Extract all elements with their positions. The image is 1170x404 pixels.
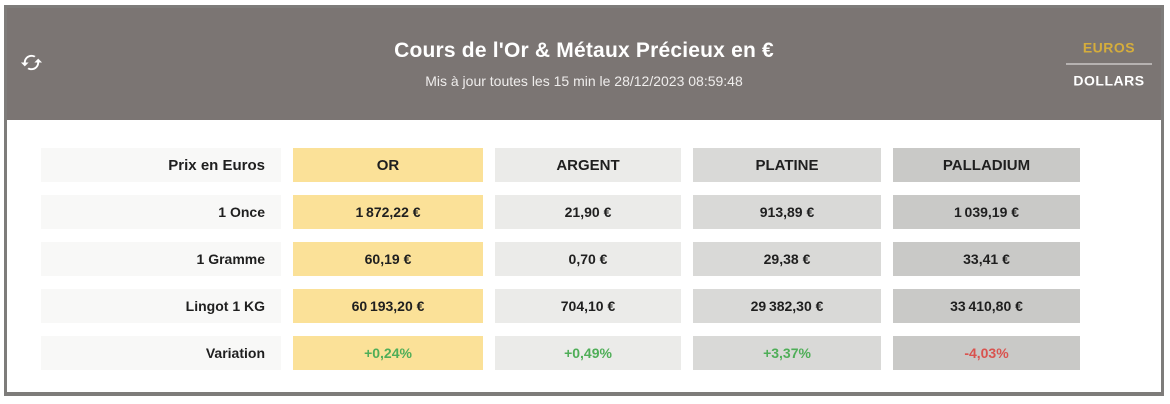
price-cell-argent-once: 21,90 € — [495, 195, 681, 229]
prices-table: Prix en Euros OR ARGENT PLATINE PALLADIU… — [41, 148, 1161, 370]
price-cell-platine-once: 913,89 € — [693, 195, 881, 229]
price-cell-palladium-lingot: 33 410,80 € — [893, 289, 1080, 323]
price-cell-or-lingot: 60 193,20 € — [293, 289, 483, 323]
row-label-gramme: 1 Gramme — [41, 242, 281, 276]
column-header-platine: PLATINE — [693, 148, 881, 182]
column-header-argent: ARGENT — [495, 148, 681, 182]
update-status-text: Mis à jour toutes les 15 min le 28/12/20… — [425, 73, 743, 89]
refresh-icon — [20, 51, 43, 77]
currency-toggle: EUROS DOLLARS — [1066, 40, 1152, 89]
refresh-button[interactable] — [18, 51, 44, 77]
currency-option-euros[interactable]: EUROS — [1066, 40, 1152, 65]
variation-cell-platine: +3,37% — [693, 336, 881, 370]
precious-metals-widget: Cours de l'Or & Métaux Précieux en € Mis… — [4, 5, 1164, 396]
variation-cell-palladium: -4,03% — [893, 336, 1080, 370]
page-title: Cours de l'Or & Métaux Précieux en € — [394, 39, 774, 62]
column-header-palladium: PALLADIUM — [893, 148, 1080, 182]
price-cell-or-gramme: 60,19 € — [293, 242, 483, 276]
variation-cell-or: +0,24% — [293, 336, 483, 370]
row-label-variation: Variation — [41, 336, 281, 370]
table-area: Prix en Euros OR ARGENT PLATINE PALLADIU… — [7, 120, 1161, 370]
price-cell-platine-gramme: 29,38 € — [693, 242, 881, 276]
table-corner-label: Prix en Euros — [41, 148, 281, 182]
row-label-lingot: Lingot 1 KG — [41, 289, 281, 323]
price-cell-or-once: 1 872,22 € — [293, 195, 483, 229]
price-cell-platine-lingot: 29 382,30 € — [693, 289, 881, 323]
price-cell-palladium-gramme: 33,41 € — [893, 242, 1080, 276]
widget-header: Cours de l'Or & Métaux Précieux en € Mis… — [7, 8, 1161, 120]
column-header-or: OR — [293, 148, 483, 182]
price-cell-argent-lingot: 704,10 € — [495, 289, 681, 323]
variation-cell-argent: +0,49% — [495, 336, 681, 370]
row-label-once: 1 Once — [41, 195, 281, 229]
price-cell-palladium-once: 1 039,19 € — [893, 195, 1080, 229]
price-cell-argent-gramme: 0,70 € — [495, 242, 681, 276]
currency-option-dollars[interactable]: DOLLARS — [1073, 72, 1145, 89]
